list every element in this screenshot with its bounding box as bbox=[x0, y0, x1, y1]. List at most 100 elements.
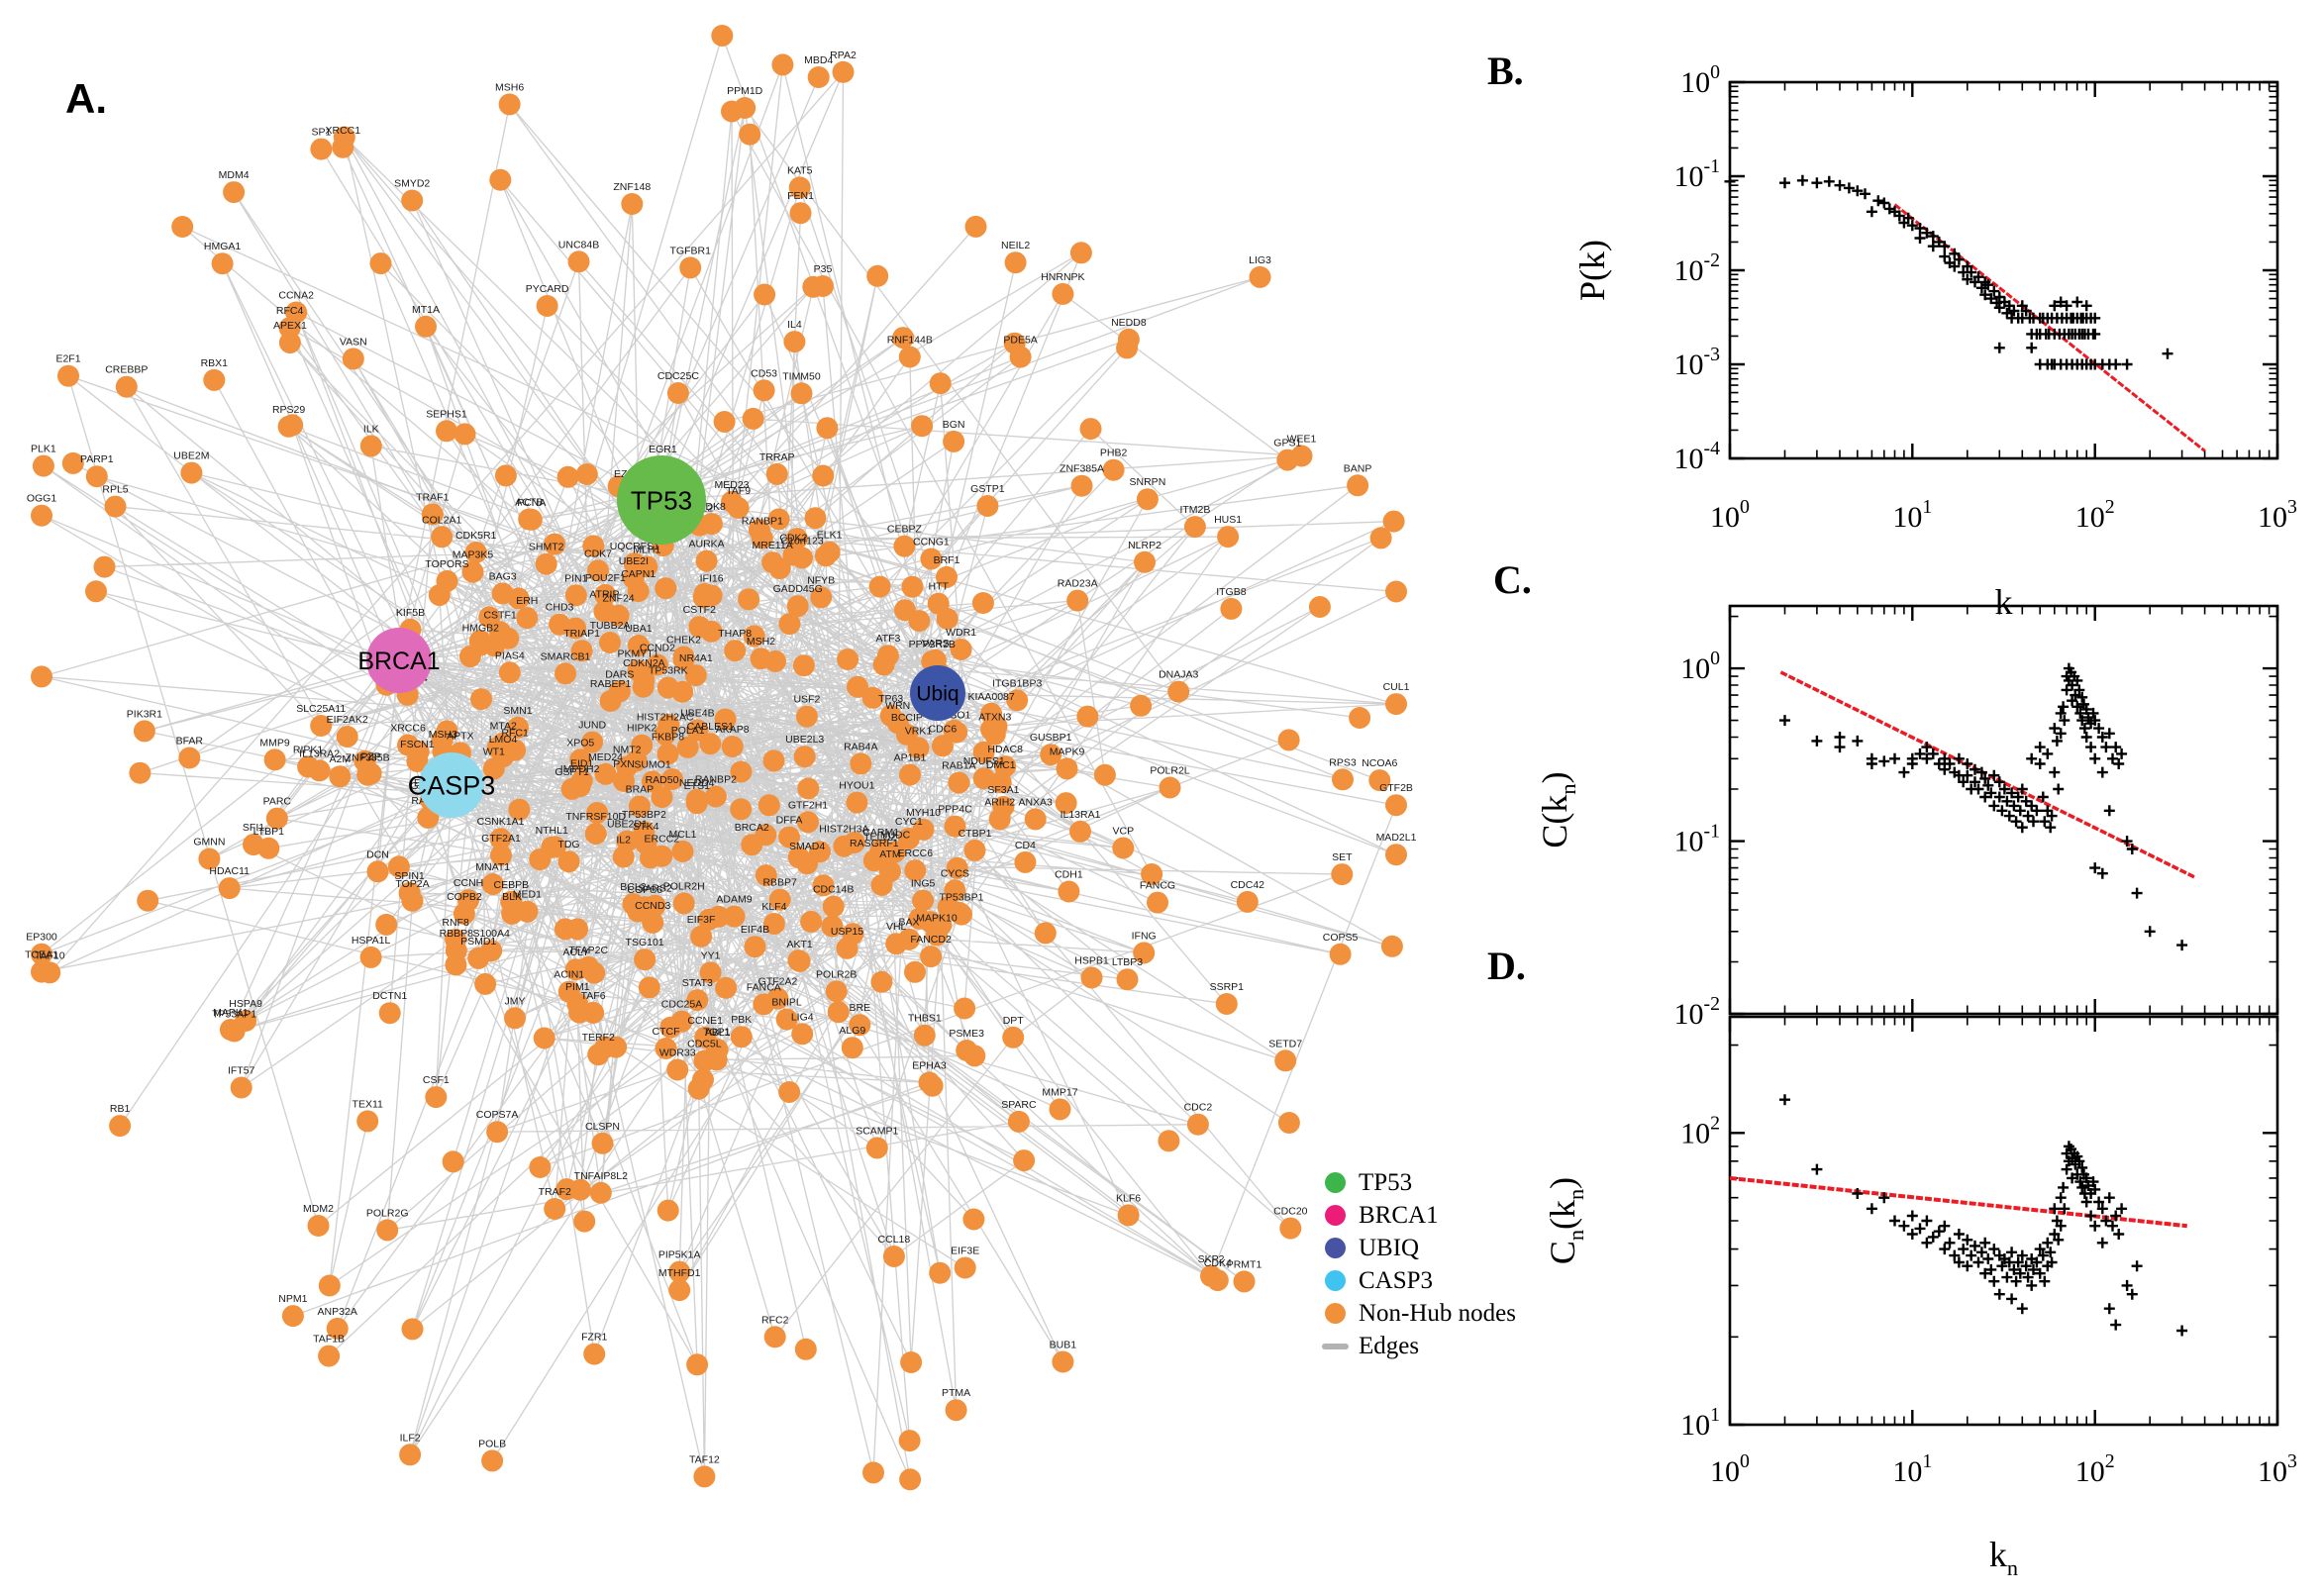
gene-label: UNC84B bbox=[558, 239, 599, 250]
network-node bbox=[706, 1039, 729, 1061]
network-node bbox=[1186, 1113, 1209, 1136]
gene-label: CLSPN bbox=[585, 1121, 620, 1133]
network-node bbox=[775, 1008, 798, 1031]
gene-label: TRIAP1 bbox=[563, 628, 600, 640]
node-dot-icon bbox=[1325, 1303, 1346, 1324]
plot-d: 102 101 100 101 102 103 kn Cn(kn) bbox=[1543, 1015, 2297, 1580]
tick-label: 10-2 bbox=[1674, 993, 1720, 1031]
gene-label: PPM1D bbox=[727, 85, 763, 97]
gene-label: SPARC bbox=[1001, 1099, 1037, 1111]
network-node bbox=[944, 815, 966, 838]
network-node bbox=[1052, 1350, 1074, 1373]
network-node bbox=[1147, 891, 1168, 914]
network-node bbox=[742, 407, 764, 430]
gene-label: TDG bbox=[557, 839, 579, 850]
network-node bbox=[489, 828, 512, 850]
gene-label: FKBP8 bbox=[652, 732, 684, 744]
network-node bbox=[61, 451, 84, 474]
network-node bbox=[285, 301, 308, 324]
gene-label: CABLES1 bbox=[687, 721, 734, 733]
legend-label: Edges bbox=[1359, 1332, 1420, 1359]
network-node bbox=[501, 902, 524, 925]
gene-label: HSPA9 bbox=[229, 998, 262, 1010]
network-node bbox=[401, 189, 424, 212]
gene-label: TRAF2 bbox=[539, 1186, 571, 1198]
gene-label: CSF1 bbox=[423, 1074, 450, 1086]
network-node bbox=[1215, 993, 1238, 1015]
gene-label: ERCC2 bbox=[645, 834, 680, 846]
network-node bbox=[593, 600, 616, 623]
gene-label: ITM2B bbox=[1179, 504, 1210, 516]
gene-label: AP1B1 bbox=[894, 752, 927, 764]
network-node bbox=[104, 495, 127, 518]
network-node bbox=[1308, 596, 1331, 618]
gene-label: ITGB8 bbox=[1216, 586, 1247, 598]
network-node bbox=[599, 632, 621, 653]
network-node bbox=[1058, 880, 1080, 903]
network-node bbox=[763, 1326, 786, 1348]
network-node bbox=[837, 648, 859, 670]
gene-label: WT1 bbox=[483, 746, 505, 757]
gene-label: UBE2D1 bbox=[607, 819, 648, 831]
gene-label: TELO2 bbox=[863, 831, 896, 843]
network-node bbox=[1079, 418, 1102, 441]
network-node bbox=[586, 802, 609, 824]
network-node bbox=[1014, 850, 1037, 873]
gene-label: GTF2H1 bbox=[788, 799, 828, 811]
network-node bbox=[931, 735, 954, 757]
gene-label: WDR1 bbox=[946, 627, 976, 639]
network-node bbox=[723, 905, 746, 928]
network-node bbox=[1055, 792, 1077, 815]
network-node bbox=[659, 1016, 682, 1039]
network-node bbox=[721, 490, 743, 513]
network-node bbox=[1167, 680, 1190, 703]
fit-line bbox=[1729, 1175, 2187, 1229]
network-node bbox=[369, 252, 392, 275]
gene-label: PIK3R1 bbox=[127, 708, 162, 720]
x-axis-title: kn bbox=[1989, 1535, 2018, 1580]
network-node bbox=[901, 575, 924, 598]
gene-label: SARS2 bbox=[638, 883, 672, 895]
gene-label: SEPHS1 bbox=[426, 408, 467, 420]
network-node bbox=[693, 1465, 716, 1488]
network-node bbox=[32, 454, 54, 477]
gene-label: UBE2I bbox=[619, 555, 649, 567]
network-node bbox=[764, 649, 786, 672]
network-node bbox=[307, 1215, 330, 1237]
gene-label: BUB1 bbox=[1050, 1340, 1077, 1351]
legend-label: BRCA1 bbox=[1359, 1201, 1439, 1229]
network-node bbox=[698, 908, 721, 931]
network-node bbox=[230, 1076, 252, 1099]
network-node bbox=[584, 823, 607, 846]
network-node bbox=[862, 849, 885, 872]
gene-label: SETD7 bbox=[1268, 1038, 1302, 1049]
network-node bbox=[1112, 837, 1135, 859]
gene-label: GTF2B bbox=[1379, 782, 1413, 794]
network-node bbox=[692, 1068, 714, 1091]
network-node bbox=[778, 613, 801, 636]
network-node bbox=[1013, 1149, 1036, 1172]
network-node bbox=[1183, 516, 1206, 539]
network-node bbox=[672, 646, 695, 668]
legend-label: CASP3 bbox=[1359, 1266, 1434, 1294]
gene-label: TP63 bbox=[878, 693, 903, 705]
gene-label: HIST2H3A bbox=[819, 824, 868, 836]
gene-label: UQCRFS1 bbox=[610, 541, 659, 552]
network-node bbox=[223, 1020, 246, 1043]
gene-label: CEBPB bbox=[493, 879, 529, 891]
gene-label: MMP9 bbox=[259, 737, 289, 748]
gene-label: HDAC8 bbox=[987, 744, 1023, 755]
tick-label: 103 bbox=[2258, 496, 2297, 534]
network-node bbox=[778, 1081, 801, 1103]
gene-label: ZNF385A bbox=[1060, 463, 1104, 475]
gene-label: MSH3 bbox=[429, 729, 457, 741]
network-node bbox=[782, 544, 805, 566]
network-node bbox=[812, 275, 834, 297]
gene-label: BCL2 bbox=[620, 881, 646, 893]
network-node bbox=[768, 557, 791, 580]
network-node bbox=[557, 850, 580, 873]
gene-label: S100A4 bbox=[473, 928, 511, 940]
network-node bbox=[533, 1027, 556, 1049]
network-node bbox=[668, 1279, 691, 1302]
